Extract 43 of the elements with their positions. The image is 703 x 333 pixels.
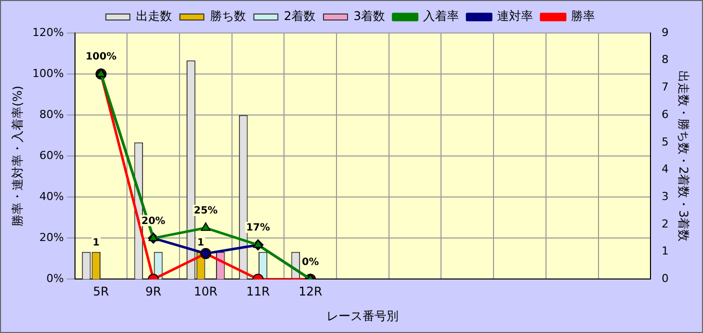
y-tick-label: 120% bbox=[32, 26, 64, 39]
x-tick-label: 12R bbox=[298, 284, 322, 299]
point bbox=[253, 239, 263, 248]
x-tick-label: 5R bbox=[93, 284, 110, 299]
y2-tick-label: 5 bbox=[662, 135, 669, 148]
y-tick-label: 80% bbox=[39, 108, 64, 121]
y2-axis-title: 出走数・勝ち数・2着数・3着数 bbox=[676, 70, 691, 242]
legend-label: 勝率 bbox=[571, 9, 596, 24]
legend-label: 3着数 bbox=[354, 9, 386, 24]
y2-tick-label: 0 bbox=[662, 272, 669, 286]
x-axis-title: レース番号別 bbox=[326, 308, 399, 323]
legend-label: 連対率 bbox=[497, 9, 534, 24]
data-label: 100% bbox=[86, 52, 116, 63]
y-tick-label: 20% bbox=[39, 231, 64, 244]
x-tick-label: 11R bbox=[246, 284, 270, 299]
data-label: 25% bbox=[194, 206, 218, 216]
y2-tick-label: 1 bbox=[662, 244, 669, 258]
legend-label: 入着率 bbox=[423, 9, 460, 24]
data-label: 1 bbox=[197, 237, 204, 248]
y2-tick-label: 9 bbox=[662, 26, 669, 39]
y2-tick-label: 6 bbox=[662, 108, 669, 121]
legend-label: 2着数 bbox=[284, 9, 316, 24]
y2-tick-label: 7 bbox=[662, 80, 669, 94]
data-label: 1 bbox=[92, 237, 100, 248]
x-tick-label: 9R bbox=[145, 284, 162, 299]
data-label: 17% bbox=[246, 222, 270, 234]
point bbox=[148, 232, 158, 242]
y-tick-label: 100% bbox=[32, 66, 64, 80]
y2-tick-label: 8 bbox=[662, 53, 669, 66]
data-label: 20% bbox=[141, 216, 166, 227]
y-axis-title: 勝率・連対率・入着率(%) bbox=[10, 86, 24, 226]
y-tick-label: 60% bbox=[39, 148, 64, 162]
y2-tick-label: 2 bbox=[662, 217, 669, 230]
x-tick-label: 10R bbox=[194, 284, 218, 299]
point bbox=[200, 222, 211, 231]
point bbox=[96, 68, 106, 78]
y2-tick-label: 3 bbox=[662, 190, 669, 203]
y-tick-label: 40% bbox=[39, 190, 64, 203]
data-label: 0% bbox=[302, 256, 319, 268]
y2-tick-label: 4 bbox=[662, 162, 669, 176]
legend-label: 出走数 bbox=[136, 9, 172, 24]
legend-label: 勝ち数 bbox=[210, 9, 246, 24]
y-tick-label: 0% bbox=[46, 272, 64, 286]
